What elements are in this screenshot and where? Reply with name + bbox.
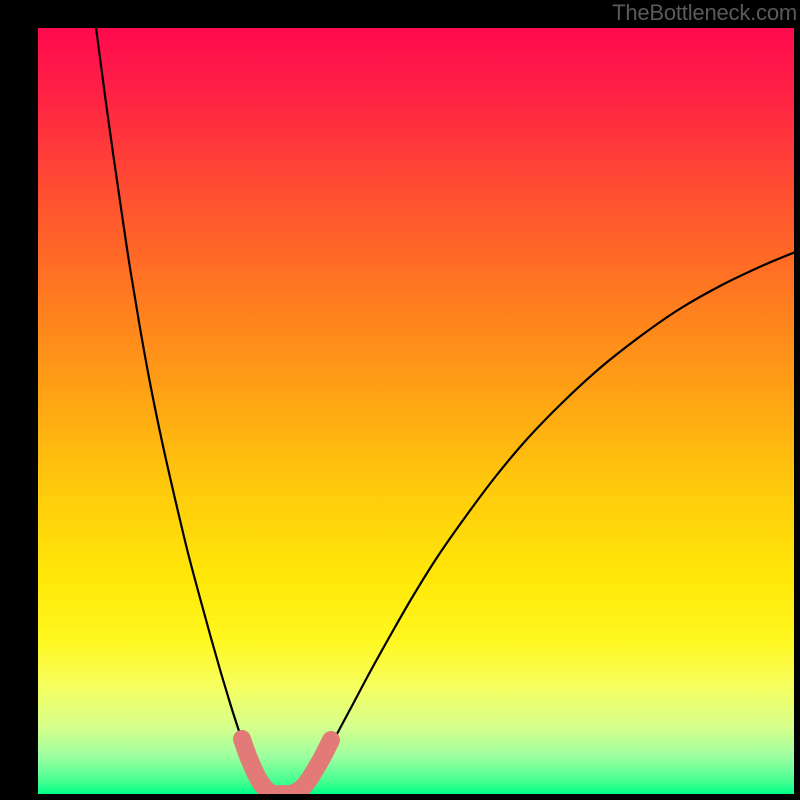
chart-canvas: TheBottleneck.com: [0, 0, 800, 800]
trough-marker-band: [242, 739, 331, 794]
bottleneck-curve: [95, 28, 794, 794]
plot-area: [38, 28, 794, 794]
curve-layer: [38, 28, 794, 794]
watermark-text: TheBottleneck.com: [612, 0, 797, 26]
